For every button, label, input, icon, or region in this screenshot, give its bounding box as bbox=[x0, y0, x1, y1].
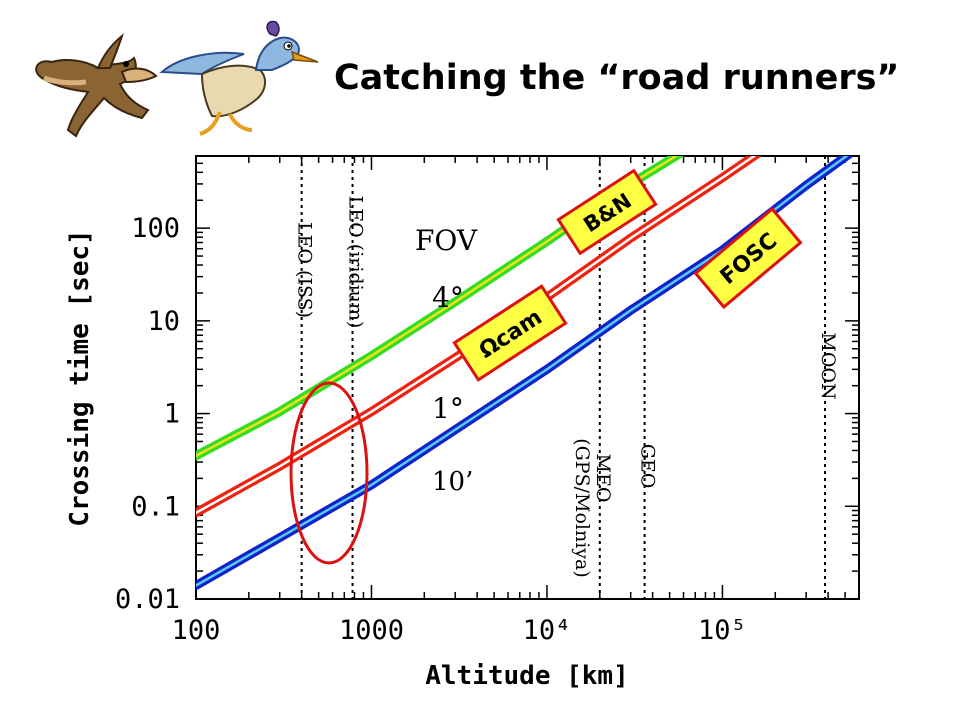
series-line-2 bbox=[196, 156, 855, 590]
plot-frame bbox=[195, 155, 860, 600]
road-runner-cartoon bbox=[159, 20, 319, 136]
y-tick-label: 10 bbox=[147, 306, 180, 337]
y-tick-label: 0.1 bbox=[131, 491, 180, 522]
x-tick-label: 10⁵ bbox=[698, 615, 747, 646]
x-tick-label: 1000 bbox=[339, 615, 404, 646]
y-tick-label: 0.01 bbox=[115, 584, 180, 615]
reference-line-label: GEO bbox=[637, 444, 659, 489]
reference-line-label: MEO bbox=[592, 454, 614, 503]
series-label-4deg: 4° bbox=[432, 281, 464, 314]
x-axis-label: Altitude [km] bbox=[425, 661, 629, 691]
slide-title: Catching the “road runners” bbox=[334, 58, 900, 98]
series-line-core-2 bbox=[196, 156, 849, 587]
y-tick-label: 100 bbox=[131, 213, 180, 244]
legend-title: FOV bbox=[415, 224, 478, 257]
cartoon-illustration bbox=[35, 20, 319, 138]
reference-line-label: (GPS/Molniya) bbox=[571, 438, 593, 578]
y-tick-label: 1 bbox=[164, 399, 180, 430]
tick-labels: 100 1000 10⁴ 10⁵ 0.01 0.1 1 10 100 bbox=[115, 213, 747, 646]
x-tick-label: 10⁴ bbox=[523, 615, 572, 646]
series-layer bbox=[196, 156, 855, 590]
series-label-1deg: 1° bbox=[432, 392, 464, 425]
reference-line-labels: LEO (ISS) LEO (iridium) MEO(GPS/Molniya) GE… bbox=[294, 196, 839, 578]
reference-line-label: LEO (ISS) bbox=[294, 222, 316, 318]
x-tick-label: 100 bbox=[172, 615, 221, 646]
label-bn: B&N bbox=[556, 168, 658, 256]
coyote-cartoon bbox=[35, 33, 158, 138]
series-label-10arcmin: 10’ bbox=[432, 467, 473, 497]
leo-highlight-ellipse bbox=[289, 381, 369, 565]
reference-line-label: LEO (iridium) bbox=[345, 196, 367, 329]
y-axis-label: Crossing time [sec] bbox=[65, 229, 95, 526]
reference-line-label: MOON bbox=[817, 332, 839, 399]
